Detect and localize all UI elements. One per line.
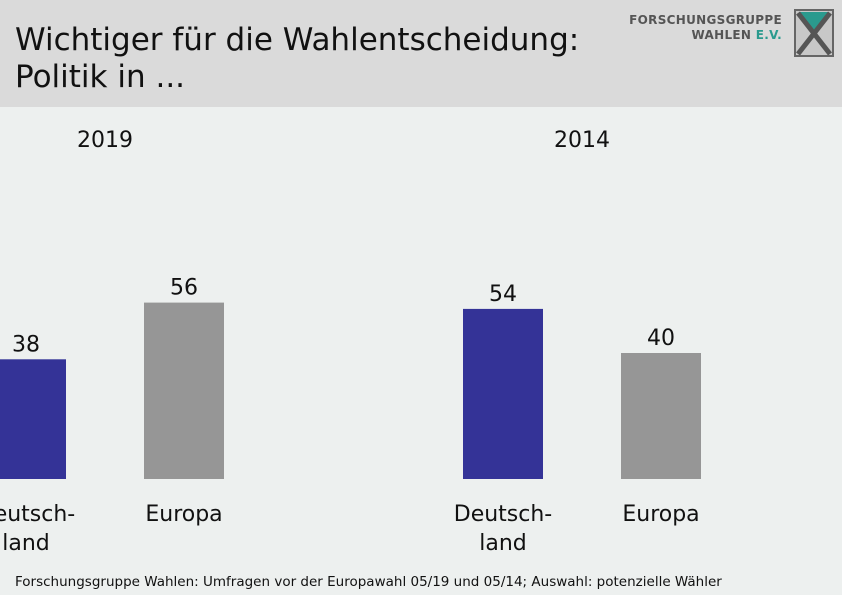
header-bar: Wichtiger für die Wahlentscheidung: Poli… [0,0,842,107]
bar-value-label: 38 [12,332,40,357]
title-line-2: Politik in ... [15,59,186,95]
bar-value-label: 40 [647,326,675,351]
bar [463,308,543,479]
category-label-line-2: land [479,531,527,556]
category-label: Deutsch- [454,502,552,527]
logo-line-1: FORSCHUNGSGRUPPE [629,13,782,27]
category-label: Deutsch- [0,502,75,527]
bar-value-label: 56 [170,276,198,301]
logo-x-icon [794,9,834,57]
logo-line-2: WAHLEN E.V. [629,28,782,43]
group-label: 2019 [77,128,133,153]
logo-line-2-b: E.V. [755,28,782,42]
category-label-line-2: land [2,531,50,556]
group-label: 2014 [554,128,610,153]
footnote: Forschungsgruppe Wahlen: Umfragen vor de… [15,574,722,590]
bar [0,359,66,479]
logo-text: FORSCHUNGSGRUPPE WAHLEN E.V. [629,13,782,43]
page-title: Wichtiger für die Wahlentscheidung: Poli… [15,22,579,96]
category-label: Europa [145,502,222,527]
bar [621,353,701,479]
logo-line-2-a: WAHLEN [691,28,756,42]
bar-value-label: 54 [489,282,517,307]
bar [144,302,224,479]
title-line-1: Wichtiger für die Wahlentscheidung: [15,22,580,58]
bar-chart: 2019 38 Deutsch-land 56 Europa 2014 54 Deutsch-… [0,128,701,556]
category-label: Europa [622,502,699,527]
